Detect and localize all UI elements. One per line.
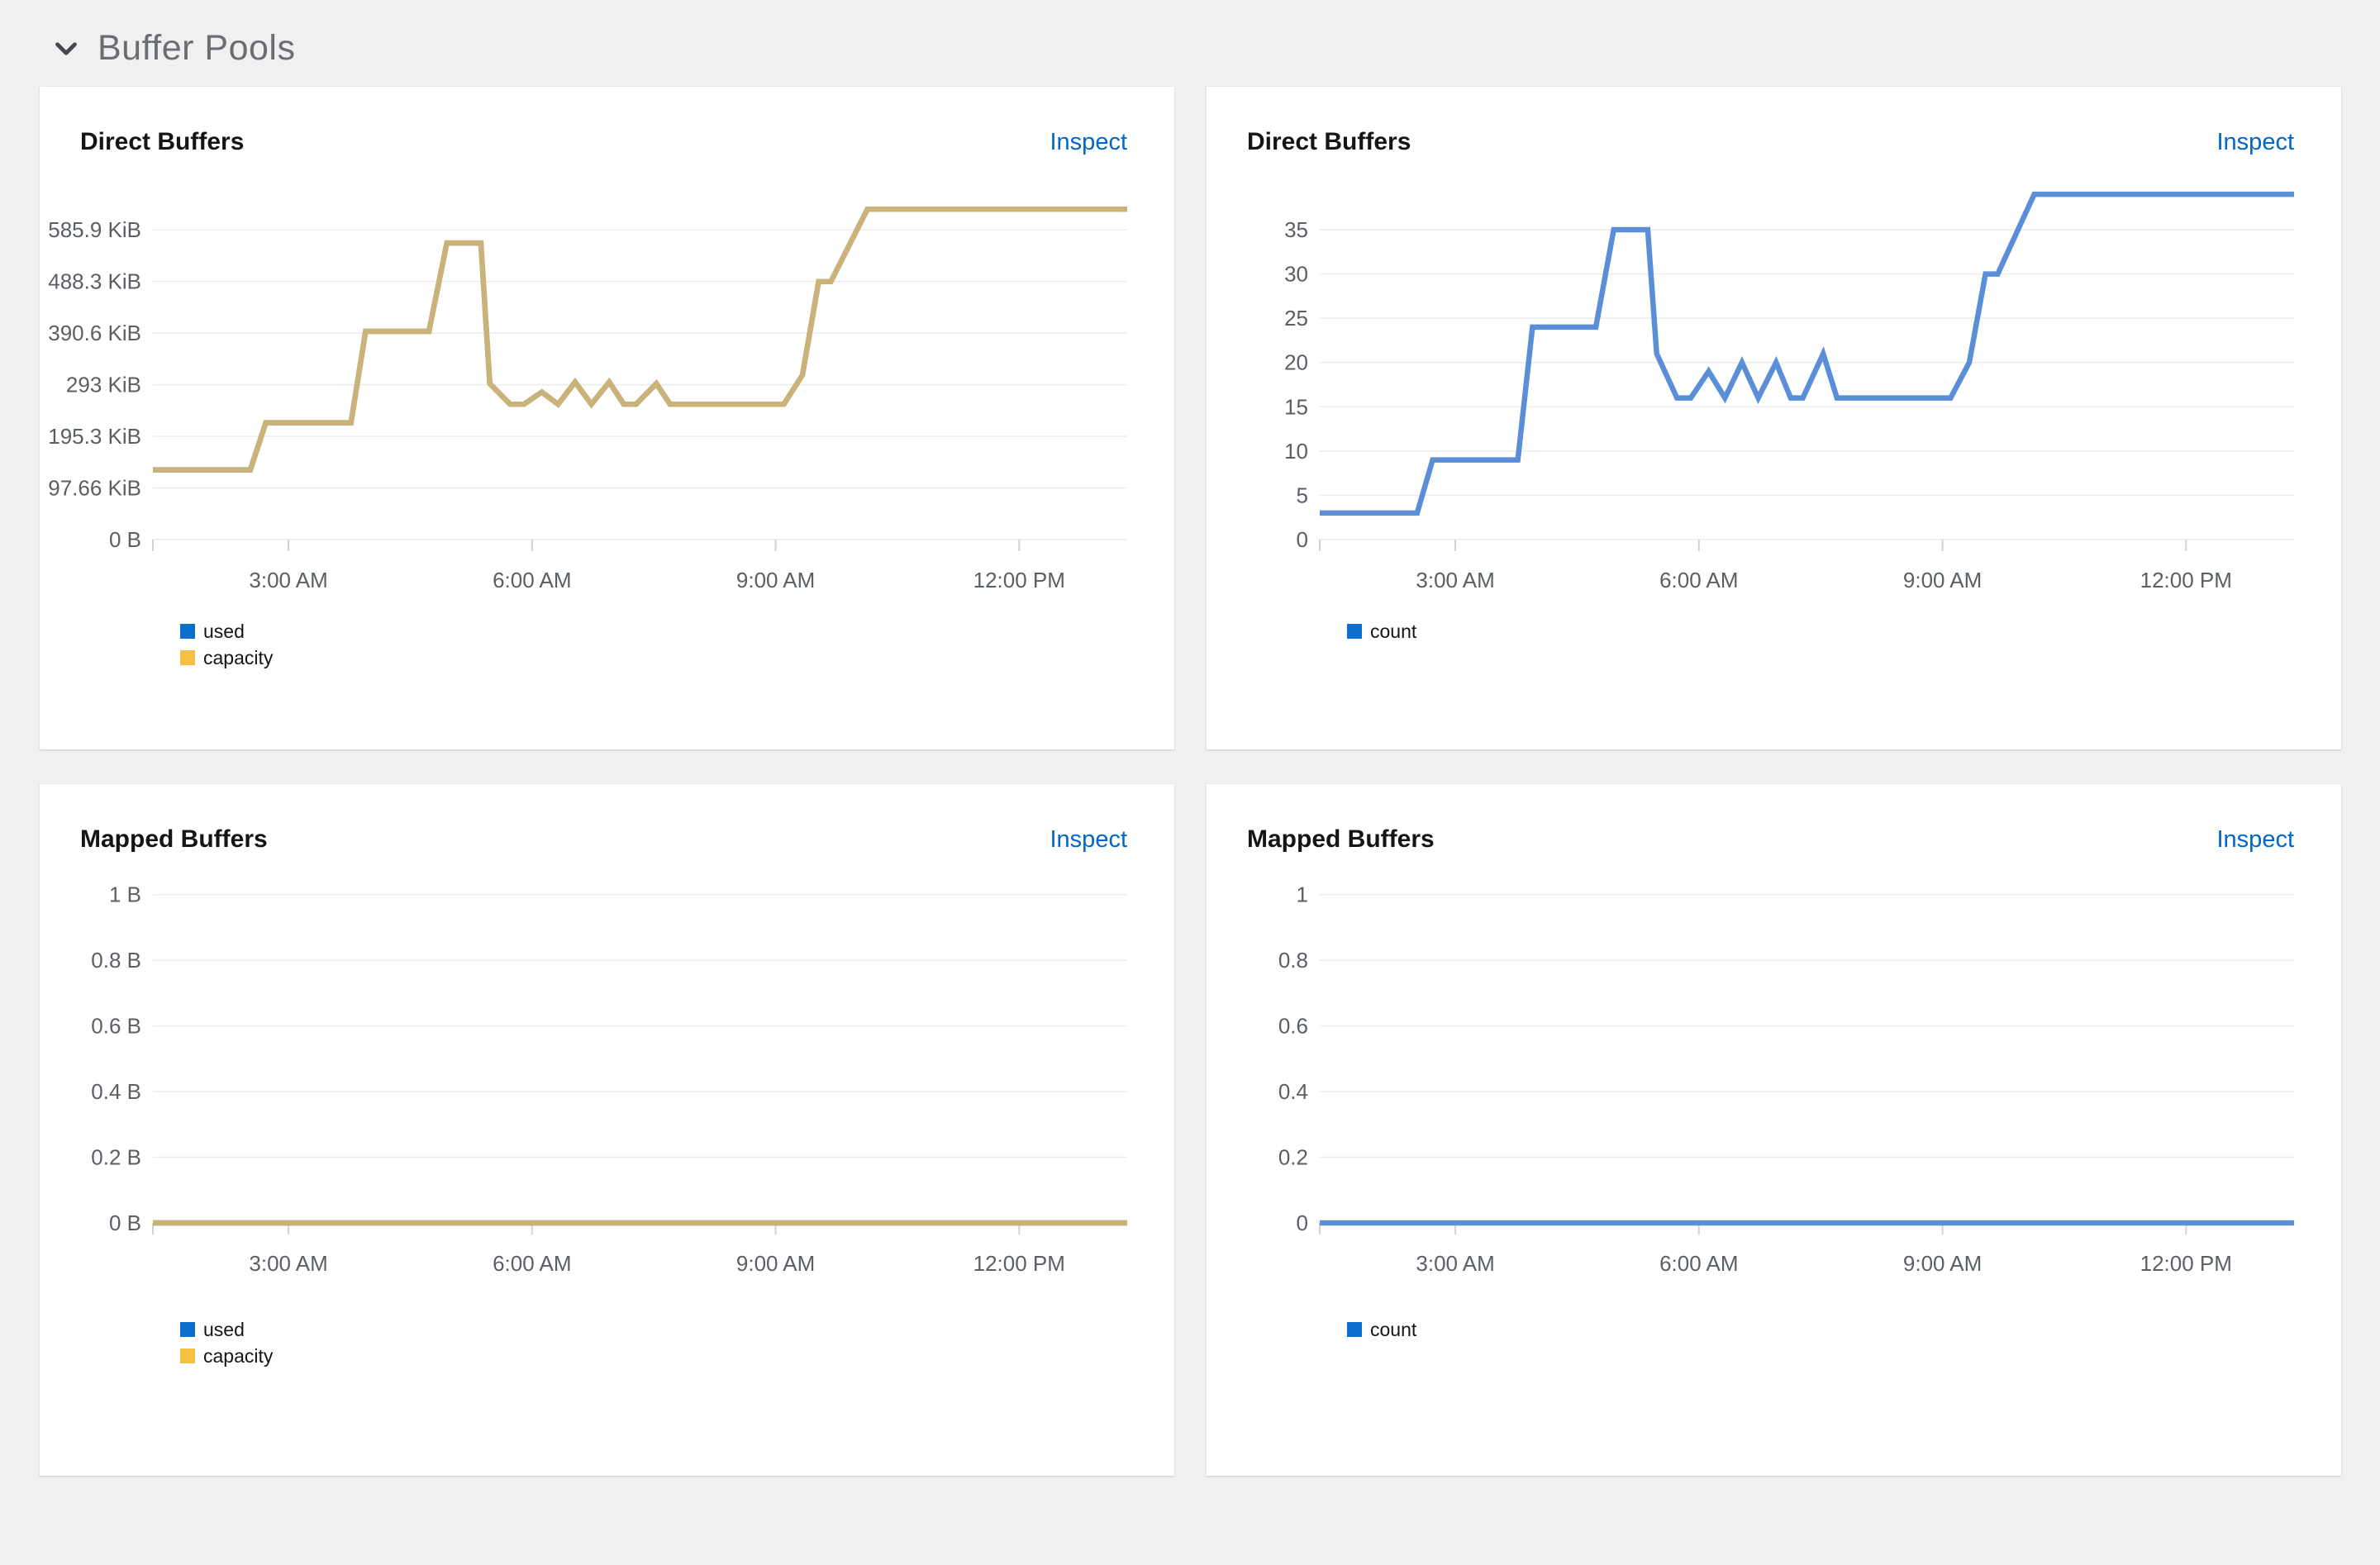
svg-text:1: 1 [1297, 882, 1308, 907]
count-series-swatch [1347, 624, 1362, 639]
chevron-down-icon [55, 41, 77, 55]
svg-text:0.6 B: 0.6 B [91, 1014, 141, 1039]
svg-text:1 B: 1 B [109, 882, 141, 907]
svg-text:488.3 KiB: 488.3 KiB [48, 269, 141, 294]
svg-text:6:00 AM: 6:00 AM [1659, 568, 1738, 592]
chart-legend: count [1347, 618, 2341, 645]
line-chart-direct-buffers-memory: 0 B 97.66 KiB 195.3 KiB 293 KiB 390.6 KiB 488… [48, 206, 1127, 592]
svg-text:5: 5 [1297, 483, 1308, 507]
svg-text:293 KiB: 293 KiB [66, 373, 141, 397]
legend-item-count[interactable]: count [1347, 1316, 2341, 1343]
card-header: Mapped Buffers Inspect [40, 784, 1174, 854]
legend-item-used[interactable]: used [180, 1316, 1174, 1343]
svg-text:0.8 B: 0.8 B [91, 948, 141, 973]
svg-text:6:00 AM: 6:00 AM [493, 1251, 571, 1276]
svg-text:12:00 PM: 12:00 PM [973, 568, 1065, 592]
chart-title: Direct Buffers [1247, 128, 1411, 155]
inspect-link[interactable]: Inspect [2216, 128, 2295, 155]
card-header: Mapped Buffers Inspect [1207, 784, 2341, 854]
card-header: Direct Buffers Inspect [40, 87, 1174, 156]
svg-text:0.8: 0.8 [1278, 948, 1308, 973]
legend-label: count [1370, 620, 1417, 642]
svg-text:0.4 B: 0.4 B [91, 1079, 141, 1104]
svg-text:0: 0 [1297, 527, 1308, 552]
legend-label: used [203, 1318, 245, 1340]
card-mapped-buffers-count: Mapped Buffers Inspect 0 0.2 0.4 0.6 0.8 1 3:0… [1207, 784, 2341, 1476]
svg-text:9:00 AM: 9:00 AM [1903, 568, 1982, 592]
svg-text:0 B: 0 B [109, 527, 141, 552]
legend-item-used[interactable]: used [180, 618, 1174, 645]
svg-text:6:00 AM: 6:00 AM [493, 568, 571, 592]
svg-text:3:00 AM: 3:00 AM [249, 568, 327, 592]
chart-title: Direct Buffers [80, 128, 245, 155]
capacity-series-swatch [180, 1349, 195, 1363]
used-series-swatch [180, 1322, 195, 1337]
svg-text:15: 15 [1284, 394, 1308, 419]
legend-item-count[interactable]: count [1347, 618, 2341, 645]
chart-title: Mapped Buffers [80, 825, 268, 853]
chart-grid: Direct Buffers Inspect 0 B 97.66 KiB 195.3… [40, 87, 2341, 1476]
svg-text:9:00 AM: 9:00 AM [736, 1251, 815, 1276]
chart-title: Mapped Buffers [1247, 825, 1435, 853]
svg-text:3:00 AM: 3:00 AM [1416, 1251, 1494, 1276]
inspect-link[interactable]: Inspect [2216, 825, 2295, 853]
line-chart-mapped-buffers-count: 0 0.2 0.4 0.6 0.8 1 3:00 AM 6:00 AM 9:00 AM 12:00… [1278, 882, 2294, 1276]
capacity-series-swatch [180, 650, 195, 665]
svg-text:6:00 AM: 6:00 AM [1659, 1251, 1738, 1276]
inspect-link[interactable]: Inspect [1050, 825, 1128, 853]
svg-text:30: 30 [1284, 262, 1308, 287]
svg-text:10: 10 [1284, 439, 1308, 464]
svg-text:585.9 KiB: 585.9 KiB [48, 217, 141, 242]
chart-legend: used capacity [180, 618, 1174, 671]
legend-label: capacity [203, 646, 274, 668]
svg-text:20: 20 [1284, 350, 1308, 375]
chart-legend: used capacity [180, 1316, 1174, 1369]
legend-item-capacity[interactable]: capacity [180, 645, 1174, 671]
legend-label: count [1370, 1318, 1417, 1340]
svg-text:0: 0 [1297, 1211, 1308, 1235]
chart-legend: count [1347, 1316, 2341, 1343]
svg-text:0.6: 0.6 [1278, 1014, 1308, 1039]
legend-item-capacity[interactable]: capacity [180, 1343, 1174, 1369]
svg-text:12:00 PM: 12:00 PM [2140, 568, 2232, 592]
svg-text:9:00 AM: 9:00 AM [1903, 1251, 1982, 1276]
svg-text:0 B: 0 B [109, 1211, 141, 1235]
line-chart-direct-buffers-count: 0 5 10 15 20 25 30 35 3:00 AM 6:00 AM 9:00 AM 12:00… [1284, 191, 2294, 592]
card-direct-buffers-memory: Direct Buffers Inspect 0 B 97.66 KiB 195.3… [40, 87, 1174, 749]
svg-text:12:00 PM: 12:00 PM [973, 1251, 1065, 1276]
legend-label: used [203, 620, 245, 642]
legend-label: capacity [203, 1344, 274, 1367]
svg-text:97.66 KiB: 97.66 KiB [48, 476, 141, 501]
section-title: Buffer Pools [98, 28, 296, 68]
svg-text:12:00 PM: 12:00 PM [2140, 1251, 2232, 1276]
svg-text:25: 25 [1284, 306, 1308, 331]
svg-text:3:00 AM: 3:00 AM [249, 1251, 327, 1276]
svg-text:35: 35 [1284, 217, 1308, 242]
svg-text:390.6 KiB: 390.6 KiB [48, 321, 141, 345]
svg-text:0.4: 0.4 [1278, 1079, 1308, 1104]
section-toggle-buffer-pools[interactable]: Buffer Pools [51, 28, 2380, 69]
svg-text:3:00 AM: 3:00 AM [1416, 568, 1494, 592]
svg-text:195.3 KiB: 195.3 KiB [48, 424, 141, 449]
card-header: Direct Buffers Inspect [1207, 87, 2341, 156]
svg-text:9:00 AM: 9:00 AM [736, 568, 815, 592]
svg-text:0.2 B: 0.2 B [91, 1145, 141, 1170]
card-mapped-buffers-memory: Mapped Buffers Inspect 0 B 0.2 B 0.4 B 0.6 … [40, 784, 1174, 1476]
svg-text:0.2: 0.2 [1278, 1145, 1308, 1170]
card-direct-buffers-count: Direct Buffers Inspect 0 5 10 15 20 25 30 35 3:0… [1207, 87, 2341, 749]
count-series-swatch [1347, 1322, 1362, 1337]
inspect-link[interactable]: Inspect [1050, 128, 1128, 155]
line-chart-mapped-buffers-memory: 0 B 0.2 B 0.4 B 0.6 B 0.8 B 1 B 3:00 AM 6:00 AM… [91, 882, 1127, 1276]
used-series-swatch [180, 624, 195, 639]
